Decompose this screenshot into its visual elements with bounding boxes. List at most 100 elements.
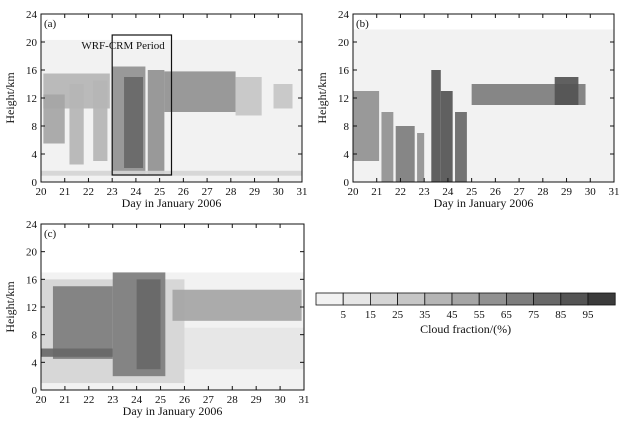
x-tick-label: 28 [225, 186, 237, 198]
x-tick-label: 27 [202, 186, 214, 198]
x-tick-label: 23 [107, 394, 119, 406]
cloud-cell [136, 279, 161, 370]
cloud-cell [164, 71, 236, 112]
cloud-cell [455, 112, 467, 182]
x-tick-label: 21 [371, 186, 382, 198]
cloud-cell [417, 133, 425, 182]
y-tick-label: 0 [32, 177, 38, 189]
y-tick-label: 4 [344, 149, 350, 161]
cloud-cell [554, 77, 579, 105]
x-tick-label: 24 [442, 186, 454, 198]
x-tick-label: 20 [36, 186, 48, 198]
x-tick-label: 27 [514, 186, 526, 198]
colorbar-swatch [342, 292, 371, 306]
colorbar-tick-label: 55 [474, 309, 486, 321]
x-tick-label: 31 [299, 394, 310, 406]
y-tick-label: 12 [26, 302, 37, 314]
x-tick-label: 26 [179, 394, 191, 406]
x-axis-label: Day in January 2006 [123, 404, 223, 418]
cloud-cell [52, 286, 113, 359]
colorbar-tick-label: 35 [419, 309, 431, 321]
panel-tag: (a) [44, 18, 57, 30]
x-tick-label: 25 [154, 186, 166, 198]
cloud-cell [235, 77, 262, 116]
x-tick-label: 25 [466, 186, 478, 198]
y-axis-label: Height/km [3, 281, 17, 333]
y-tick-label: 8 [32, 330, 38, 342]
cloud-cell [184, 327, 304, 370]
x-tick-label: 30 [273, 186, 285, 198]
cloud-cell [147, 70, 165, 175]
x-axis-label: Day in January 2006 [122, 196, 222, 210]
colorbar-swatch [505, 292, 534, 306]
highlight-period-box [111, 34, 173, 176]
cloud-cell [395, 126, 415, 182]
cloud-cell [273, 84, 293, 109]
colorbar-tick-label: 45 [447, 309, 459, 321]
y-tick-label: 4 [32, 357, 38, 369]
cloud-cell [41, 348, 113, 357]
y-tick-label: 0 [32, 385, 38, 397]
x-tick-label: 30 [585, 186, 597, 198]
x-tick-label: 21 [59, 186, 70, 198]
x-tick-label: 22 [83, 186, 94, 198]
cloud-cell [353, 91, 380, 161]
x-tick-label: 28 [227, 394, 239, 406]
y-tick-label: 16 [26, 274, 38, 286]
x-tick-label: 22 [83, 394, 94, 406]
y-tick-label: 20 [26, 37, 38, 49]
colorbar-tick-label: 75 [528, 309, 540, 321]
cloud-cell [93, 80, 108, 161]
colorbar-swatch [533, 292, 562, 306]
cloud-cell [431, 70, 441, 182]
colorbar-swatch [478, 292, 507, 306]
colorbar-swatch [587, 292, 616, 306]
colorbar-tick-label: 25 [392, 309, 404, 321]
y-tick-label: 16 [338, 65, 350, 77]
x-tick-label: 30 [275, 394, 287, 406]
colorbar-swatch [315, 292, 344, 306]
colorbar-swatch [369, 292, 398, 306]
y-tick-label: 12 [338, 93, 349, 105]
x-tick-label: 31 [297, 186, 308, 198]
x-tick-label: 31 [609, 186, 620, 198]
x-tick-label: 24 [131, 394, 143, 406]
y-tick-label: 20 [338, 37, 350, 49]
y-tick-label: 24 [26, 219, 38, 231]
x-tick-label: 20 [348, 186, 360, 198]
x-tick-label: 23 [107, 186, 119, 198]
colorbar-tick-label: 65 [501, 309, 513, 321]
y-tick-label: 0 [344, 177, 350, 189]
panel-tag: (b) [356, 18, 369, 30]
x-axis-label: Day in January 2006 [434, 196, 534, 210]
x-tick-label: 26 [490, 186, 502, 198]
colorbar-swatch [451, 292, 480, 306]
colorbar-swatch [424, 292, 453, 306]
cloud-cell [381, 112, 394, 182]
y-tick-label: 4 [32, 149, 38, 161]
colorbar: 5 15 25 35 45 55 65 75 85 95 Cloud fraction/(%) [315, 292, 616, 336]
colorbar-swatch [560, 292, 589, 306]
colorbar-swatch [397, 292, 426, 306]
cloud-cell [440, 91, 453, 182]
y-tick-label: 8 [32, 121, 38, 133]
y-tick-label: 24 [26, 9, 38, 21]
y-tick-label: 24 [338, 9, 350, 21]
x-tick-label: 20 [36, 394, 48, 406]
y-axis-label: Height/km [315, 72, 329, 124]
x-tick-label: 21 [59, 394, 70, 406]
x-tick-label: 25 [155, 394, 167, 406]
y-tick-label: 8 [344, 121, 350, 133]
x-tick-label: 29 [249, 186, 261, 198]
colorbar-tick-label: 15 [365, 309, 377, 321]
y-axis-label: Height/km [3, 72, 17, 124]
x-tick-label: 29 [251, 394, 263, 406]
x-tick-label: 27 [203, 394, 215, 406]
annotation: WRF-CRM Period [81, 40, 165, 52]
panel-tag: (c) [44, 228, 57, 240]
x-tick-label: 23 [419, 186, 431, 198]
